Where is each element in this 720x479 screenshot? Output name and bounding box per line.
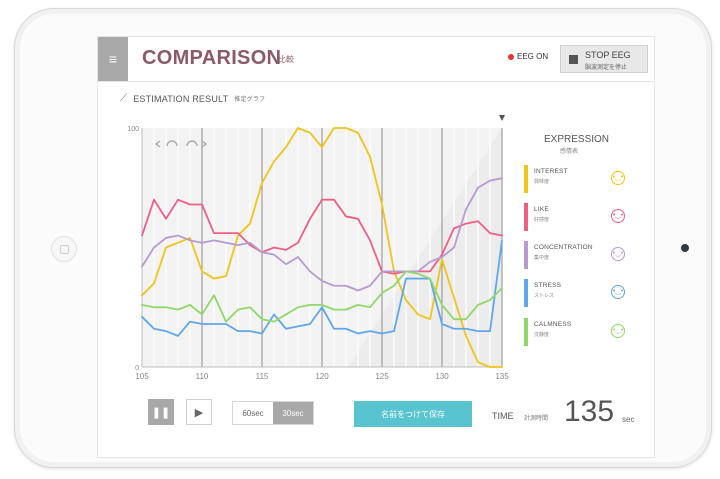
smiley-face-icon: •‿•: [611, 285, 625, 299]
hamburger-icon: ≡: [108, 51, 118, 67]
expression-item-interest[interactable]: INTEREST 興味度 •‿•: [522, 162, 634, 196]
series-line-calmness: [141, 270, 503, 323]
expression-item-calmness[interactable]: CALMNESS 沈静度 •‿•: [522, 315, 634, 349]
time-label: TIME: [492, 411, 514, 421]
stop-eeg-label: STOP EEG: [585, 50, 631, 60]
x-tick-label: 105: [135, 372, 149, 381]
series-line-concentration: [141, 177, 503, 292]
current-time-marker-icon: [499, 115, 505, 121]
page-title: COMPARISON: [142, 47, 282, 69]
y-tick-label: 100: [127, 126, 139, 133]
expression-sublabel: 集中度: [534, 255, 550, 261]
expression-title: EXPRESSION: [544, 134, 610, 145]
expression-sublabel: 興味度: [534, 179, 550, 185]
expression-item-like[interactable]: LIKE 好感度 •‿•: [522, 200, 634, 234]
expression-sublabel: ストレス: [534, 293, 555, 299]
stop-eeg-sublabel: 脳波測定を停止: [585, 65, 628, 71]
expression-subtitle: 感情表: [560, 149, 579, 155]
menu-button[interactable]: ≡: [98, 37, 128, 81]
home-button[interactable]: [51, 236, 77, 262]
chart-shade: [348, 128, 502, 367]
x-tick-label: 135: [495, 372, 509, 381]
calmness-color-bar: [524, 318, 528, 346]
estimation-chart: 105 110 115 120 125 130 135 0 100: [127, 115, 509, 381]
expression-sublabel: 沈静度: [534, 332, 550, 338]
expression-label: STRESS: [534, 282, 562, 289]
pause-icon: ❚❚: [151, 406, 171, 419]
tablet-frame: ≡ COMPARISON 比較 EEG ON STOP EEG 脳波測定を停止 …: [14, 8, 712, 468]
concentration-color-bar: [524, 241, 528, 269]
series-line-interest: [141, 127, 503, 368]
time-range-toggle: 60sec 30sec: [232, 401, 314, 425]
expression-item-concentration[interactable]: CONCENTRATION 集中度 •‿•: [522, 238, 634, 272]
series-line-stress: [141, 239, 503, 337]
smiley-face-icon: •‿•: [611, 209, 625, 223]
pause-button[interactable]: ❚❚: [148, 399, 174, 425]
time-value: 135: [564, 395, 615, 428]
record-dot-icon: [508, 53, 514, 60]
expression-label: CALMNESS: [534, 321, 572, 328]
page-subtitle: 比較: [278, 55, 294, 64]
camera-icon: [681, 244, 689, 252]
x-tick-label: 120: [315, 372, 329, 381]
x-tick-label: 110: [196, 372, 209, 381]
scroll-left-arrow-icon[interactable]: [154, 140, 161, 148]
y-tick-label: 0: [135, 365, 139, 372]
range-60sec-button[interactable]: 60sec: [233, 402, 273, 424]
app-header: ≡ COMPARISON 比較 EEG ON STOP EEG 脳波測定を停止: [98, 37, 654, 82]
like-color-bar: [524, 203, 528, 231]
time-sublabel: 計測時間: [524, 416, 549, 422]
eeg-status: EEG ON: [508, 52, 548, 61]
x-tick-label: 115: [256, 372, 269, 381]
eeg-status-label: EEG ON: [517, 52, 549, 61]
series-line-like: [141, 198, 503, 275]
scroll-left-circle-icon[interactable]: [166, 140, 178, 147]
section-title-sub: 推定グラフ: [234, 97, 266, 103]
stop-eeg-button[interactable]: STOP EEG 脳波測定を停止: [560, 45, 648, 73]
scroll-right-arrow-icon[interactable]: [201, 140, 208, 148]
expression-label: INTEREST: [534, 168, 568, 175]
stop-icon: [569, 55, 578, 64]
x-tick-label: 125: [375, 372, 389, 381]
save-with-name-button[interactable]: 名前をつけて保存: [354, 401, 472, 427]
play-icon: ▶: [194, 406, 204, 419]
section-title: ⟋ ESTIMATION RESULT 推定グラフ: [120, 93, 265, 104]
expression-label: LIKE: [534, 206, 549, 213]
scroll-arrows[interactable]: [154, 140, 208, 148]
time-unit: sec: [622, 415, 635, 424]
x-tick-label: 130: [435, 372, 449, 381]
smiley-face-icon: •‿•: [611, 247, 625, 261]
play-button[interactable]: ▶: [186, 399, 212, 425]
line-chart-icon: ⟋: [120, 93, 128, 104]
expression-item-stress[interactable]: STRESS ストレス •‿•: [522, 276, 634, 310]
smiley-face-icon: •‿•: [611, 171, 625, 185]
stress-color-bar: [524, 279, 528, 307]
section-title-label: ESTIMATION RESULT: [133, 93, 229, 104]
expression-sublabel: 好感度: [534, 217, 550, 223]
expression-label: CONCENTRATION: [534, 244, 593, 251]
app-screen: ≡ COMPARISON 比較 EEG ON STOP EEG 脳波測定を停止 …: [97, 36, 655, 458]
range-30sec-button[interactable]: 30sec: [273, 402, 313, 424]
scroll-right-circle-icon[interactable]: [186, 140, 198, 147]
smiley-face-icon: •‿•: [611, 324, 625, 338]
interest-color-bar: [524, 165, 528, 193]
